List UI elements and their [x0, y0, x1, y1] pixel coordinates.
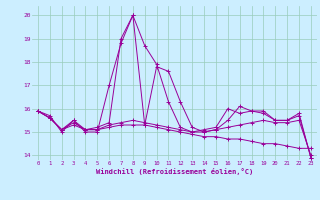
- X-axis label: Windchill (Refroidissement éolien,°C): Windchill (Refroidissement éolien,°C): [96, 168, 253, 175]
